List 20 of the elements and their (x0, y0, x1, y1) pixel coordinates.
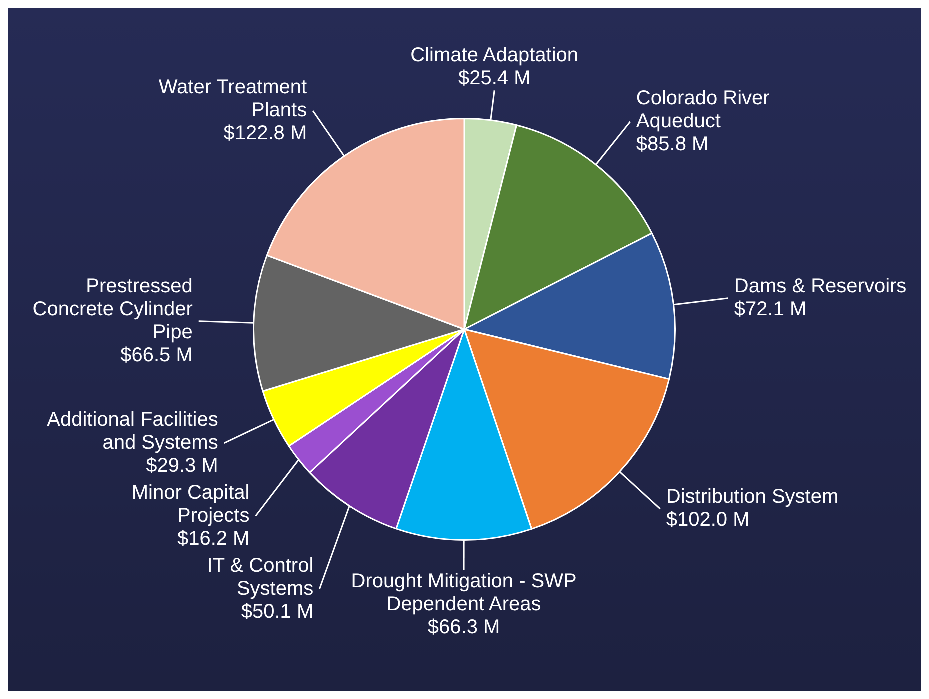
data-label: $16.2 M (177, 528, 250, 550)
slice-label: Minor Capital Projects (132, 482, 250, 527)
data-label: $122.8 M (224, 122, 308, 145)
slice-label: Dams & Reservoirs (734, 275, 907, 298)
data-label: $50.1 M (241, 600, 314, 623)
data-label: $72.1 M (734, 298, 807, 320)
data-label: $29.3 M (146, 454, 218, 477)
slice-label: IT & Control Systems (207, 554, 314, 600)
data-label: $102.0 M (666, 509, 750, 532)
slice-label: Drought Mitigation - SWP Dependent Areas (351, 570, 577, 616)
data-label: $85.8 M (636, 133, 709, 156)
slice-label: Additional Facilities and Systems (47, 408, 218, 454)
slice-label: Prestressed Concrete Cylinder Pipe (32, 275, 194, 344)
slice-label: Climate Adaptation (410, 44, 579, 67)
slice-label: Distribution System (666, 486, 839, 508)
data-label: $25.4 M (458, 68, 531, 90)
data-label: $66.3 M (428, 616, 500, 638)
data-label: $66.5 M (120, 344, 193, 366)
slice-label: Colorado River Aqueduct (636, 87, 770, 132)
slice-label: Water Treatment Plants (158, 76, 308, 122)
